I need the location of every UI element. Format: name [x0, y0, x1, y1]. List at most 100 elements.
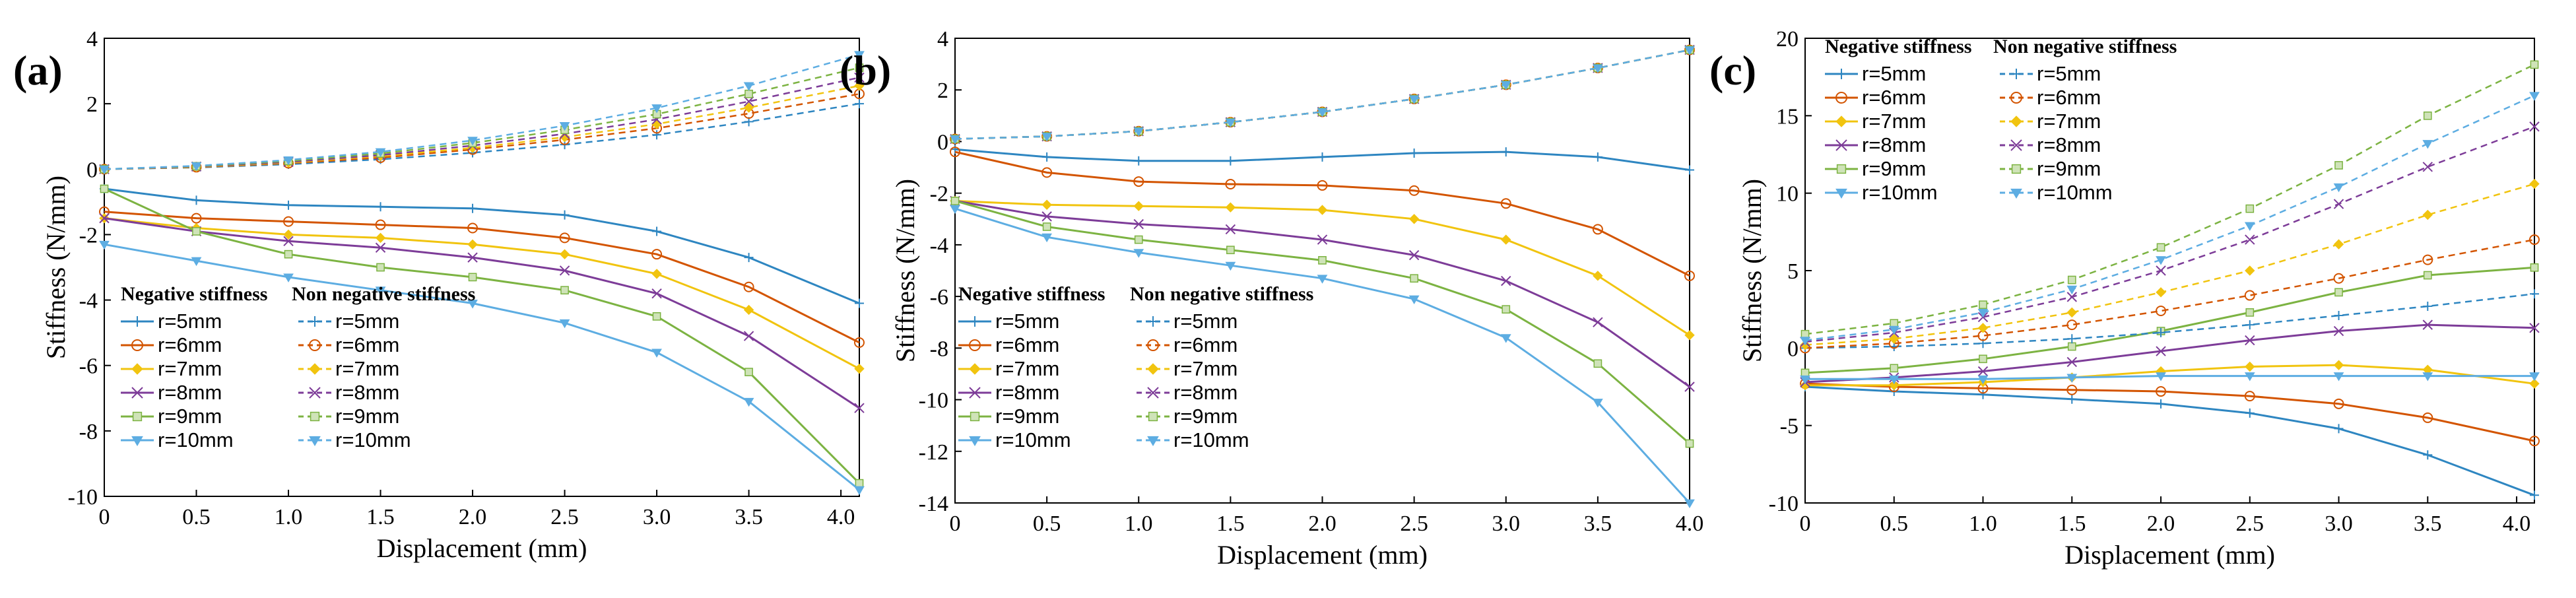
legend-title-negative: Negative stiffness	[1825, 36, 1971, 57]
series-line	[1804, 292, 2535, 349]
series-line	[104, 93, 860, 170]
legend-label: r=5mm	[995, 310, 1059, 333]
data-point	[99, 213, 110, 224]
data-point	[191, 213, 202, 224]
data-point	[2066, 374, 2078, 383]
legend-entry: r=5mm	[121, 310, 222, 333]
x-axis-label: Displacement (mm)	[377, 533, 587, 563]
legend-entry: r=9mm	[2000, 157, 2101, 180]
series-line	[1804, 382, 2535, 442]
data-point	[1041, 211, 1052, 222]
legend-label: r=6mm	[158, 333, 222, 356]
legend-label: r=10mm	[1862, 181, 1938, 204]
legend-marker	[131, 339, 143, 351]
series-line	[954, 49, 1690, 140]
y-tick-label: -14	[919, 492, 948, 516]
data-point	[854, 486, 865, 496]
data-point	[1317, 205, 1328, 215]
series-non-negative-r-7mm	[1800, 178, 2540, 350]
data-point	[950, 205, 960, 215]
legend-entry: r=5mm	[1137, 310, 1238, 333]
y-tick-label: -6	[79, 354, 98, 379]
legend-entry: r=7mm	[958, 357, 1059, 380]
legend-marker	[310, 411, 320, 422]
legend-label: r=7mm	[2037, 110, 2101, 133]
legend-entry: r=7mm	[1137, 357, 1238, 380]
data-point	[1684, 46, 1695, 55]
legend-label: r=8mm	[158, 381, 222, 404]
legend-entry: r=5mm	[298, 310, 399, 333]
legend-entry: r=10mm	[2000, 181, 2113, 204]
x-tick-label: 0.5	[1033, 512, 1061, 536]
legend-label: r=10mm	[2037, 181, 2113, 204]
x-axis-label: Displacement (mm)	[2064, 540, 2275, 570]
legend-label: r=8mm	[995, 381, 1059, 404]
data-point	[855, 479, 864, 488]
legend-entry: r=9mm	[958, 405, 1059, 428]
data-point	[2066, 356, 2077, 368]
legend-marker	[309, 339, 321, 351]
data-point	[1500, 81, 1511, 90]
x-axis-label: Displacement (mm)	[1217, 540, 1428, 570]
data-point	[1684, 330, 1695, 341]
series-negative-r-6mm	[1800, 378, 2540, 447]
data-point	[559, 319, 570, 329]
data-point	[2156, 265, 2166, 276]
data-point	[743, 281, 754, 292]
data-point	[1501, 234, 1511, 245]
x-tick-label: 3.0	[643, 505, 671, 529]
series-line	[954, 49, 1690, 140]
data-point	[854, 337, 865, 349]
legend-entry: r=6mm	[1137, 333, 1238, 356]
legend-marker	[1835, 116, 1847, 127]
data-point	[559, 249, 570, 259]
legend-label: r=7mm	[995, 357, 1059, 380]
data-point	[468, 273, 477, 282]
y-tick-label: 0	[937, 130, 948, 154]
data-point	[1501, 275, 1511, 286]
series-line	[104, 84, 860, 170]
data-point	[652, 226, 662, 236]
data-point	[1685, 439, 1694, 448]
y-axis-label: Stiffness (N/mm)	[1737, 179, 1767, 362]
legend-label: r=9mm	[995, 405, 1059, 428]
data-point	[2529, 92, 2540, 101]
legend-label: r=10mm	[995, 428, 1071, 451]
legend-title-negative: Negative stiffness	[958, 283, 1105, 305]
series-non-negative-r-7mm	[950, 44, 1695, 145]
data-point	[744, 368, 753, 376]
legend-label: r=6mm	[1173, 333, 1238, 356]
panel-label: (b)	[840, 47, 891, 94]
legend-label: r=5mm	[1862, 62, 1926, 85]
data-point	[1800, 337, 1810, 346]
data-point	[1408, 214, 1420, 224]
data-point	[1593, 399, 1603, 408]
x-tick-label: 0.5	[182, 505, 211, 529]
series-non-negative-r-5mm	[950, 45, 1694, 144]
y-tick-label: 15	[1776, 104, 1799, 129]
legend-entry: r=9mm	[121, 405, 222, 428]
legend-marker	[1148, 411, 1158, 422]
data-point	[2245, 320, 2255, 330]
data-point	[2245, 234, 2255, 245]
data-point	[2530, 490, 2539, 500]
legend-entry: r=6mm	[298, 333, 399, 356]
data-point	[467, 300, 478, 309]
data-point	[559, 265, 570, 276]
data-point	[192, 227, 201, 236]
data-point	[1042, 152, 1052, 162]
data-point	[560, 286, 569, 295]
x-tick-label: 1.5	[1216, 512, 1245, 536]
legend-entry: r=7mm	[2000, 110, 2101, 133]
data-point	[2333, 398, 2344, 409]
x-tick-label: 1.5	[2058, 512, 2086, 536]
legend-label: r=8mm	[335, 381, 399, 404]
data-point	[2422, 412, 2433, 423]
legend-entry: r=6mm	[958, 333, 1059, 356]
legend-marker	[1835, 139, 1847, 151]
x-tick-label: 3.0	[2325, 512, 2353, 536]
series-line	[1804, 63, 2535, 335]
legend-title-non-negative: Non negative stiffness	[1130, 283, 1313, 305]
data-point	[1684, 270, 1695, 281]
data-point	[2066, 319, 2078, 331]
